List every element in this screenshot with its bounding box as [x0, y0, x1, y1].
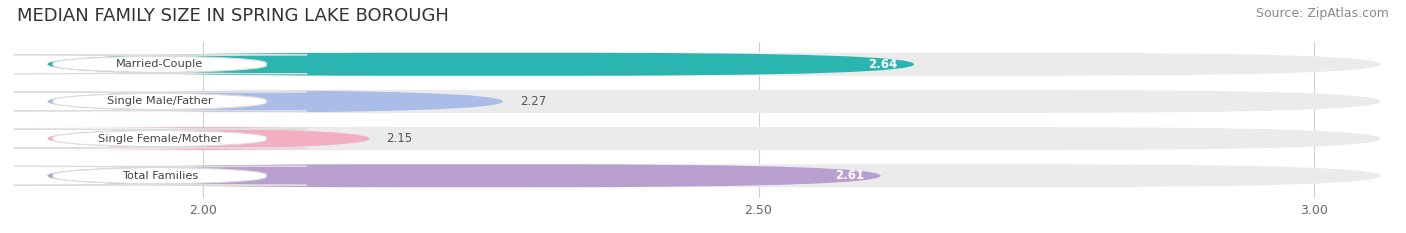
FancyBboxPatch shape: [25, 127, 392, 150]
Text: Total Families: Total Families: [121, 171, 198, 181]
FancyBboxPatch shape: [48, 90, 503, 113]
FancyBboxPatch shape: [13, 55, 307, 74]
FancyBboxPatch shape: [48, 90, 1381, 113]
FancyBboxPatch shape: [48, 127, 1381, 150]
Text: Source: ZipAtlas.com: Source: ZipAtlas.com: [1256, 7, 1389, 20]
FancyBboxPatch shape: [48, 164, 880, 187]
Text: MEDIAN FAMILY SIZE IN SPRING LAKE BOROUGH: MEDIAN FAMILY SIZE IN SPRING LAKE BOROUG…: [17, 7, 449, 25]
FancyBboxPatch shape: [48, 53, 914, 76]
FancyBboxPatch shape: [13, 166, 307, 185]
Text: 2.64: 2.64: [869, 58, 897, 71]
FancyBboxPatch shape: [13, 92, 307, 111]
FancyBboxPatch shape: [48, 164, 1381, 187]
FancyBboxPatch shape: [48, 53, 1381, 76]
Text: 2.27: 2.27: [520, 95, 546, 108]
FancyBboxPatch shape: [13, 129, 307, 148]
Text: 2.15: 2.15: [387, 132, 412, 145]
Text: Married-Couple: Married-Couple: [117, 59, 204, 69]
Text: Single Female/Mother: Single Female/Mother: [97, 134, 222, 144]
Text: Single Male/Father: Single Male/Father: [107, 96, 212, 106]
Text: 2.61: 2.61: [835, 169, 865, 182]
